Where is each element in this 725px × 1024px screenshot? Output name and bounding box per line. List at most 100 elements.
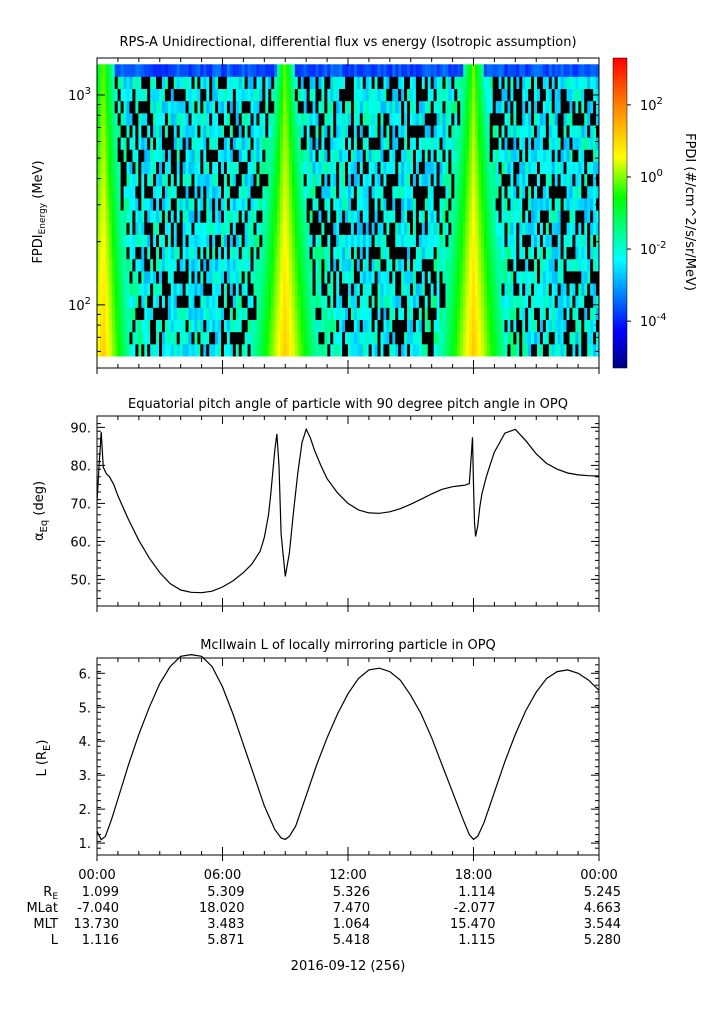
spectrogram-cell bbox=[433, 258, 437, 272]
spectrogram-cell bbox=[300, 64, 305, 77]
spectrogram-cell bbox=[377, 125, 381, 138]
spectrogram-cell bbox=[368, 161, 373, 175]
spectrogram-cell bbox=[551, 258, 556, 272]
spectrogram-cell bbox=[138, 307, 142, 320]
spectrogram-cell bbox=[147, 258, 151, 272]
spectrogram-cell bbox=[442, 198, 446, 211]
spectrogram-cell bbox=[161, 64, 166, 77]
spectrogram-cell bbox=[303, 137, 308, 150]
spectrogram-cell bbox=[259, 137, 263, 150]
spectrogram-cell bbox=[560, 258, 564, 272]
spectrogram-cell bbox=[129, 270, 133, 284]
spectrogram-cell bbox=[235, 161, 240, 175]
spectrogram-cell bbox=[404, 210, 408, 223]
spectrogram-cell bbox=[460, 125, 464, 138]
spectrogram-cell bbox=[209, 270, 213, 284]
spectrogram-cell bbox=[569, 283, 573, 296]
spectrogram-cell bbox=[507, 319, 511, 333]
spectrogram-cell bbox=[291, 295, 296, 308]
spectrogram-cell bbox=[412, 125, 417, 138]
spectrogram-cell bbox=[126, 295, 130, 308]
spectrogram-cell bbox=[519, 307, 523, 320]
spectrogram-cell bbox=[356, 307, 361, 320]
spectrogram-cell bbox=[383, 234, 387, 248]
spectrogram-cell bbox=[318, 210, 322, 223]
spectrogram-cell bbox=[327, 76, 331, 90]
spectrogram-cell bbox=[460, 258, 464, 272]
spectrogram-cell bbox=[463, 125, 467, 138]
spectrogram-cell bbox=[412, 210, 417, 223]
spectrogram-cell bbox=[188, 319, 192, 333]
spectrogram-cell bbox=[483, 185, 488, 199]
mcilwain-x-ticks bbox=[96, 658, 600, 861]
spectrogram-cell bbox=[377, 185, 381, 199]
spectrogram-cell bbox=[395, 88, 399, 102]
spectrogram-cell bbox=[539, 283, 544, 296]
spectrogram-cell bbox=[492, 331, 497, 345]
spectrogram-cell bbox=[215, 198, 219, 211]
spectrogram-cell bbox=[507, 100, 511, 114]
spectrogram-cell bbox=[318, 246, 322, 260]
spectrogram-cell bbox=[114, 234, 119, 248]
spectrogram-cell bbox=[265, 295, 269, 308]
spectrogram-cell bbox=[392, 64, 396, 77]
spectrogram-cell bbox=[164, 198, 169, 211]
spectrogram-cell bbox=[277, 64, 281, 77]
spectrogram-cell bbox=[466, 258, 470, 272]
spectrogram-cell bbox=[374, 307, 378, 320]
spectrogram-cell bbox=[327, 222, 331, 235]
spectrogram-cell bbox=[436, 295, 440, 308]
spectrogram-cell bbox=[418, 100, 423, 114]
spectrogram-cell bbox=[427, 137, 432, 150]
panel-spectrogram: RPS-A Unidirectional, differential flux … bbox=[31, 35, 697, 374]
spectrogram-cell bbox=[218, 88, 222, 102]
spectrogram-cell bbox=[563, 307, 567, 320]
spectrogram-cell bbox=[498, 185, 502, 199]
spectrogram-cell bbox=[350, 173, 355, 187]
spectrogram-cell bbox=[477, 149, 482, 162]
spectrogram-cell bbox=[173, 222, 178, 235]
spectrogram-cell bbox=[516, 307, 520, 320]
spectrogram-cell bbox=[548, 283, 553, 296]
spectrogram-cell bbox=[389, 112, 393, 126]
spectrogram-cell bbox=[141, 112, 145, 126]
spectrogram-cell bbox=[398, 343, 402, 357]
spectrogram-cell bbox=[303, 173, 308, 187]
spectrogram-cell bbox=[167, 331, 172, 345]
spectrogram-cell bbox=[114, 198, 119, 211]
spectrogram-cell bbox=[504, 198, 508, 211]
spectrogram-cell bbox=[593, 185, 597, 199]
spectrogram-cell bbox=[259, 283, 263, 296]
spectrogram-cell bbox=[380, 100, 384, 114]
spectrogram-cell bbox=[218, 149, 222, 162]
spectrogram-cell bbox=[442, 222, 446, 235]
spectrogram-cell bbox=[274, 149, 278, 162]
spectrogram-cell bbox=[129, 246, 133, 260]
ephemeris-value: 5.280 bbox=[584, 933, 621, 948]
spectrogram-cell bbox=[563, 331, 567, 345]
spectrogram-cell bbox=[321, 319, 325, 333]
spectrogram-cell bbox=[596, 112, 600, 126]
spectrogram-cell bbox=[383, 283, 387, 296]
spectrogram-cell bbox=[309, 161, 313, 175]
spectrogram-cell bbox=[587, 295, 591, 308]
spectrogram-cell bbox=[277, 100, 281, 114]
spectrogram-cell bbox=[401, 88, 405, 102]
spectrogram-cell bbox=[492, 76, 497, 90]
spectrogram-cell bbox=[345, 270, 349, 284]
spectrogram-cell bbox=[536, 198, 541, 211]
spectrogram-cell bbox=[466, 343, 470, 357]
spectrogram-cell bbox=[430, 331, 435, 345]
spectrogram-cell bbox=[244, 234, 248, 248]
spectrogram-cell bbox=[483, 198, 488, 211]
spectrogram-cell bbox=[336, 125, 340, 138]
spectrogram-cell bbox=[590, 198, 594, 211]
spectrogram-cell bbox=[545, 100, 550, 114]
spectrogram-cell bbox=[197, 246, 201, 260]
spectrogram-cell bbox=[232, 64, 237, 77]
spectrogram-cell bbox=[353, 88, 358, 102]
ephemeris-row-label: MLat bbox=[26, 901, 58, 916]
spectrogram-cell bbox=[150, 161, 154, 175]
spectrogram-cell bbox=[534, 198, 538, 211]
spectrogram-cell bbox=[330, 76, 334, 90]
